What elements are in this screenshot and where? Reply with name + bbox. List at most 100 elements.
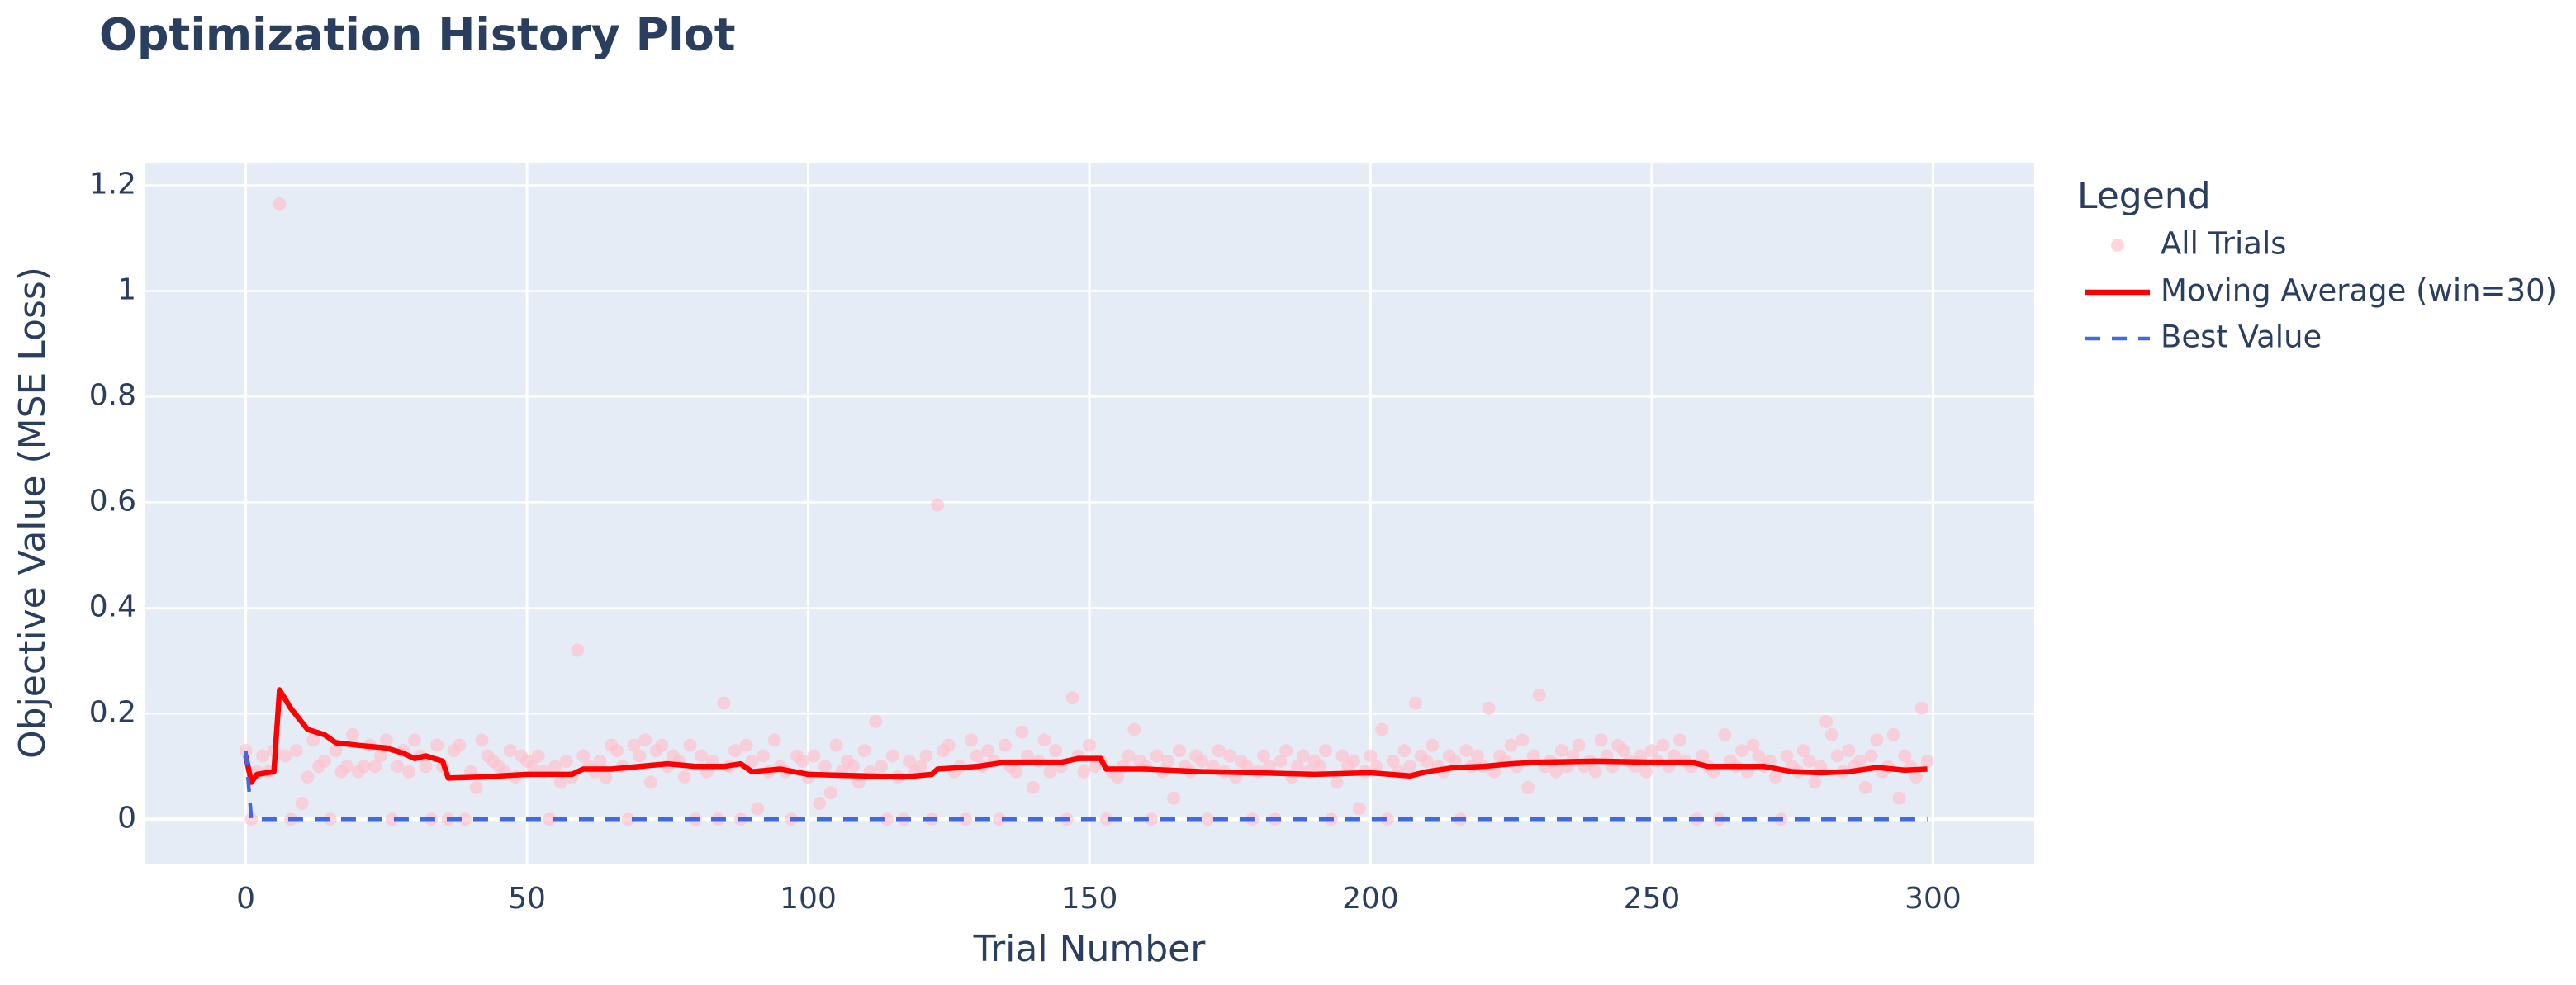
trial-point: [981, 744, 995, 758]
trial-point: [593, 754, 607, 768]
trial-point: [599, 770, 613, 784]
trial-point: [1290, 760, 1304, 774]
trial-point: [1111, 770, 1125, 784]
trial-point: [402, 765, 416, 779]
trial-point: [1420, 754, 1434, 768]
trial-point: [278, 749, 292, 763]
trial-point: [244, 812, 259, 826]
x-tick-label: 250: [1624, 882, 1681, 916]
trial-point: [1380, 812, 1394, 826]
trial-point: [1634, 749, 1648, 763]
trial-point: [1172, 744, 1186, 758]
trial-point: [965, 733, 978, 747]
trial-point: [1279, 744, 1293, 758]
trial-point: [571, 643, 585, 657]
trial-point: [767, 733, 781, 747]
trial-point: [1144, 812, 1158, 826]
trial-point: [1752, 749, 1766, 763]
trial-point: [407, 733, 421, 747]
trial-point: [885, 749, 899, 763]
trial-point: [1386, 754, 1400, 768]
trial-point: [1808, 775, 1822, 789]
trial-point: [1780, 749, 1794, 763]
trial-point: [1870, 733, 1884, 747]
trial-point: [1746, 738, 1760, 752]
trial-point: [1909, 770, 1923, 784]
x-tick-label: 100: [780, 882, 837, 916]
trial-point: [655, 738, 669, 752]
trial-point: [1009, 765, 1023, 779]
trial-point: [683, 738, 697, 752]
legend-marker: [2111, 239, 2124, 252]
trial-point: [1364, 749, 1378, 763]
trial-point: [807, 749, 821, 763]
trial-point: [1526, 749, 1540, 763]
trial-point: [829, 738, 843, 752]
trial-point: [368, 760, 382, 774]
trial-point: [1830, 749, 1844, 763]
x-axis-title: Trial Number: [973, 928, 1207, 970]
trial-point: [919, 749, 933, 763]
trial-point: [1403, 760, 1417, 774]
trial-point: [1639, 765, 1653, 779]
trial-point: [1026, 780, 1040, 794]
trial-point: [1122, 749, 1136, 763]
trial-point: [857, 744, 871, 758]
trial-point: [1504, 738, 1518, 752]
trial-point: [306, 733, 320, 747]
trial-point: [942, 738, 956, 752]
trial-point: [959, 812, 973, 826]
moving-average-line: [243, 687, 1928, 785]
trial-point: [627, 738, 641, 752]
trial-point: [1369, 760, 1383, 774]
trial-point: [1696, 749, 1710, 763]
trial-point: [695, 749, 709, 763]
trial-point: [1814, 760, 1828, 774]
trial-point: [1644, 744, 1658, 758]
trial-point: [621, 812, 635, 826]
trial-point: [1015, 725, 1029, 739]
trial-point: [357, 760, 371, 774]
trial-point: [1656, 738, 1670, 752]
trial-point: [559, 754, 573, 768]
trial-point: [1313, 760, 1327, 774]
trial-point: [1127, 722, 1141, 736]
trial-point: [525, 760, 539, 774]
trial-point: [823, 786, 837, 800]
trial-point: [329, 744, 343, 758]
x-tick-label: 150: [1061, 882, 1118, 916]
trial-point: [1853, 754, 1867, 768]
trial-point: [1296, 749, 1310, 763]
trial-point: [1673, 733, 1686, 747]
trial-point: [1718, 727, 1732, 741]
y-tick-label: 1.2: [89, 168, 136, 201]
trial-point: [1572, 738, 1586, 752]
trial-point: [239, 744, 253, 758]
trial-point: [757, 749, 771, 763]
trial-point: [1734, 744, 1748, 758]
trial-point: [970, 749, 984, 763]
trial-point: [1448, 754, 1462, 768]
trial-point: [340, 760, 354, 774]
trial-point: [1521, 780, 1535, 794]
trial-point: [256, 749, 269, 763]
trial-point: [1037, 733, 1051, 747]
trial-point: [1892, 791, 1906, 805]
trial-point: [1886, 727, 1900, 741]
y-axis-title: Objective Value (MSE Loss): [12, 267, 54, 759]
trial-point: [993, 812, 1007, 826]
y-tick-label: 0.4: [89, 590, 136, 623]
trial-point: [576, 749, 591, 763]
trial-point: [1898, 749, 1912, 763]
trial-point: [1802, 754, 1816, 768]
trial-point: [1588, 765, 1602, 779]
trial-point: [419, 760, 433, 774]
trial-point: [903, 754, 917, 768]
trial-point: [852, 775, 866, 789]
trial-point: [553, 775, 567, 789]
trial-point: [295, 797, 309, 811]
trial-point: [1549, 765, 1563, 779]
trial-point: [543, 812, 557, 826]
